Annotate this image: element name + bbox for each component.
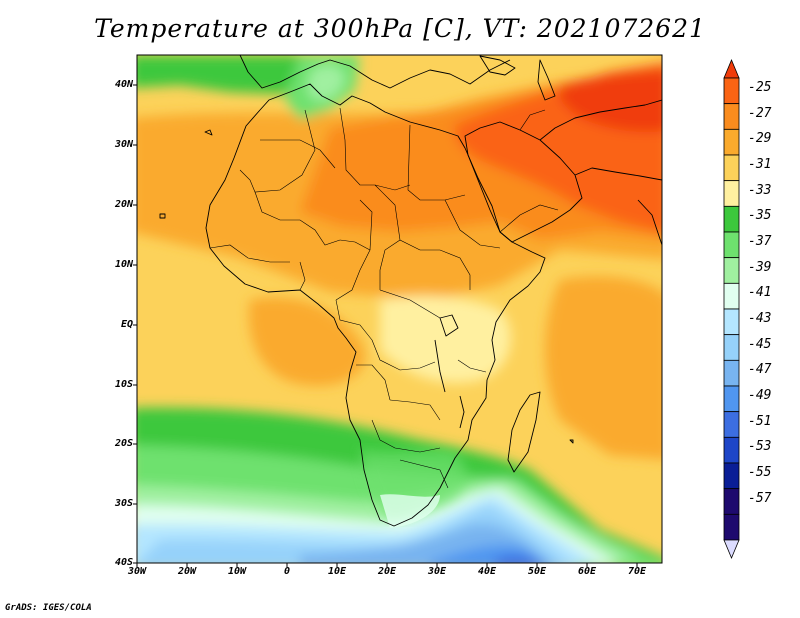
legend-swatch <box>723 154 740 182</box>
lat-label: 30S <box>114 498 133 509</box>
legend-label: -29 <box>748 131 772 147</box>
color-legend <box>723 58 740 560</box>
lon-label: 20E <box>377 566 397 577</box>
legend-swatch <box>723 436 740 464</box>
lat-label: EQ <box>120 319 133 330</box>
chart-title: Temperature at 300hPa [C], VT: 202107262… <box>94 14 706 43</box>
lon-label: 30W <box>127 566 147 577</box>
lat-label: 40S <box>114 557 133 568</box>
legend-label: -55 <box>748 465 772 480</box>
legend-label: -27 <box>748 105 772 121</box>
lon-label: 0 <box>283 566 291 577</box>
lat-label: 20S <box>114 438 133 449</box>
lon-label: 40E <box>477 566 497 577</box>
coastline <box>159 55 662 527</box>
legend-swatch <box>723 308 740 336</box>
legend-label: -39 <box>748 259 772 275</box>
legend-label: -43 <box>748 311 772 326</box>
legend-swatch <box>723 488 740 515</box>
lat-label: 20N <box>114 199 133 210</box>
lon-label: 30E <box>427 566 447 577</box>
legend-label: -47 <box>748 362 772 378</box>
lon-label: 20W <box>177 566 197 577</box>
legend-label: -53 <box>748 439 772 455</box>
legend-swatch <box>723 77 740 105</box>
legend-swatch <box>723 205 740 233</box>
legend-swatch <box>723 385 740 413</box>
legend-label: -41 <box>748 285 772 301</box>
legend-swatch <box>723 513 740 541</box>
legend-swatch <box>723 282 740 310</box>
axis-ticks <box>133 84 638 567</box>
legend-label: -31 <box>748 157 772 172</box>
legend-label: -37 <box>748 234 772 249</box>
legend-label: -35 <box>748 208 772 224</box>
lon-label: 50E <box>527 566 547 577</box>
legend-label: -51 <box>748 413 772 429</box>
lon-label: 10W <box>227 566 247 577</box>
legend-swatch <box>723 103 740 130</box>
legend-label: -45 <box>748 336 772 352</box>
legend-label: -57 <box>748 490 772 506</box>
lon-label: 60E <box>577 566 597 577</box>
lon-label: 10E <box>327 566 347 577</box>
legend-swatch <box>723 128 740 156</box>
legend-swatch <box>723 257 740 284</box>
lat-label: 10S <box>114 379 133 390</box>
legend-swatch <box>723 180 740 207</box>
legend-swatch <box>723 231 740 259</box>
credit-text: GrADS: IGES/COLA <box>5 603 92 613</box>
temperature-field <box>137 55 662 563</box>
lat-label: 10N <box>114 259 133 270</box>
country-borders <box>209 107 559 489</box>
legend-label: -49 <box>748 388 772 403</box>
lat-label: 30N <box>114 139 133 150</box>
legend-cap-top <box>723 58 740 79</box>
lat-label: 40N <box>114 79 133 90</box>
legend-label: -33 <box>748 182 772 198</box>
legend-label: -25 <box>748 80 772 95</box>
legend-swatch <box>723 411 740 438</box>
lon-label: 70E <box>627 566 647 577</box>
legend-swatch <box>723 359 740 387</box>
map-frame <box>136 54 663 564</box>
legend-cap-bottom <box>723 539 740 560</box>
legend-swatch <box>723 334 740 361</box>
legend-swatch <box>723 462 740 490</box>
